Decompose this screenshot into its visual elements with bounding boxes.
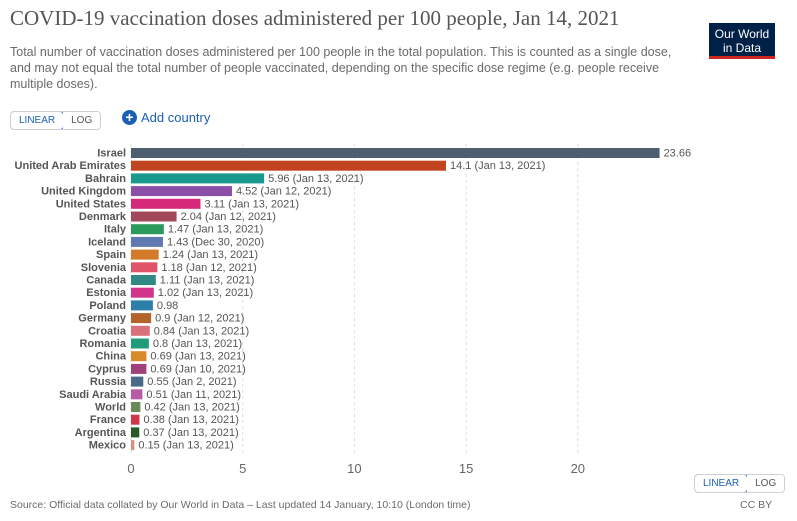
country-label-4: United States xyxy=(56,198,126,210)
value-label-18: 0.55 (Jan 2, 2021) xyxy=(147,376,236,388)
add-country-button[interactable]: + Add country xyxy=(122,110,210,125)
bar-13 xyxy=(131,313,152,324)
log-scale-button-bottom[interactable]: LOG xyxy=(747,475,785,492)
bar-0 xyxy=(131,148,660,158)
value-label-7: 1.43 (Dec 30, 2020) xyxy=(167,236,264,248)
x-tick-label-4: 20 xyxy=(571,461,585,476)
country-label-21: France xyxy=(90,414,126,426)
x-tick-label-3: 15 xyxy=(459,461,473,476)
add-country-label: Add country xyxy=(141,110,211,125)
value-label-17: 0.69 (Jan 10, 2021) xyxy=(150,363,245,375)
value-label-2: 5.96 (Jan 13, 2021) xyxy=(268,173,363,185)
bar-17 xyxy=(131,363,147,374)
chart-title: COVID-19 vaccination doses administered … xyxy=(10,6,620,30)
bar-6 xyxy=(131,224,164,235)
bar-4 xyxy=(131,198,201,209)
country-label-23: Mexico xyxy=(89,440,127,452)
value-label-1: 14.1 (Jan 13, 2021) xyxy=(450,160,545,172)
bar-18 xyxy=(131,376,144,387)
value-label-10: 1.11 (Jan 13, 2021) xyxy=(160,275,255,287)
linear-scale-button[interactable]: LINEAR xyxy=(11,112,65,129)
country-label-18: Russia xyxy=(90,376,127,388)
country-label-7: Iceland xyxy=(88,236,126,248)
bar-11 xyxy=(131,287,154,298)
logo-line-1: Our World xyxy=(714,27,770,41)
plus-circle-icon: + xyxy=(122,110,137,125)
country-label-20: World xyxy=(95,402,126,414)
country-label-10: Canada xyxy=(86,275,127,287)
x-tick-label-0: 0 xyxy=(127,461,134,476)
bar-20 xyxy=(131,402,141,412)
value-label-16: 0.69 (Jan 13, 2021) xyxy=(150,351,245,363)
license-link[interactable]: CC BY xyxy=(740,499,773,511)
country-label-3: United Kingdom xyxy=(41,186,126,198)
country-label-0: Israel xyxy=(97,148,126,160)
value-label-15: 0.8 (Jan 13, 2021) xyxy=(153,338,242,350)
bar-3 xyxy=(131,186,232,197)
country-label-8: Spain xyxy=(96,249,126,261)
chart-frame: COVID-19 vaccination doses administered … xyxy=(10,6,786,511)
value-label-14: 0.84 (Jan 13, 2021) xyxy=(154,325,249,337)
value-label-13: 0.9 (Jan 12, 2021) xyxy=(155,313,244,325)
bar-1 xyxy=(131,160,446,171)
country-label-11: Estonia xyxy=(86,287,127,299)
bar-23 xyxy=(131,440,135,451)
value-label-0: 23.66 xyxy=(664,148,692,160)
country-label-1: United Arab Emirates xyxy=(15,160,126,172)
value-label-4: 3.11 (Jan 13, 2021) xyxy=(204,198,299,210)
country-label-6: Italy xyxy=(104,224,127,236)
chart-subtitle: Total number of vaccination doses admini… xyxy=(10,45,672,91)
country-label-16: China xyxy=(95,351,126,363)
country-label-12: Poland xyxy=(89,300,126,312)
bar-15 xyxy=(131,338,149,349)
bar-9 xyxy=(131,262,158,273)
log-scale-button[interactable]: LOG xyxy=(63,112,101,129)
scale-toggle-top: LINEAR LOG xyxy=(10,111,102,130)
bar-12 xyxy=(131,300,153,311)
source-note: Source: Official data collated by Our Wo… xyxy=(10,499,471,511)
country-label-2: Bahrain xyxy=(85,173,126,185)
country-label-14: Croatia xyxy=(88,325,127,337)
value-label-8: 1.24 (Jan 13, 2021) xyxy=(163,249,258,261)
country-label-5: Denmark xyxy=(79,211,127,223)
x-tick-label-2: 10 xyxy=(347,461,361,476)
value-label-19: 0.51 (Jan 11, 2021) xyxy=(146,389,241,401)
country-label-13: Germany xyxy=(78,313,127,325)
value-label-11: 1.02 (Jan 13, 2021) xyxy=(158,287,253,299)
bar-7 xyxy=(131,236,163,247)
bar-21 xyxy=(131,414,140,425)
country-label-22: Argentina xyxy=(75,427,127,439)
value-label-12: 0.98 xyxy=(157,300,178,312)
value-label-23: 0.15 (Jan 13, 2021) xyxy=(138,440,233,452)
value-label-9: 1.18 (Jan 12, 2021) xyxy=(161,262,256,274)
owid-logo[interactable]: Our World in Data xyxy=(709,23,775,59)
bar-16 xyxy=(131,351,147,362)
bar-chart: 0 5 10 15 20 Israel 23.66 United Arab Emirates 1… xyxy=(15,144,692,476)
logo-line-2: in Data xyxy=(722,41,762,55)
bar-2 xyxy=(131,173,265,184)
x-tick-label-1: 5 xyxy=(239,461,246,476)
bar-8 xyxy=(131,249,159,260)
value-label-6: 1.47 (Jan 13, 2021) xyxy=(168,224,263,236)
country-label-15: Romania xyxy=(80,338,127,350)
country-label-19: Saudi Arabia xyxy=(59,389,127,401)
value-label-21: 0.38 (Jan 13, 2021) xyxy=(143,414,238,426)
bar-14 xyxy=(131,325,150,336)
bar-19 xyxy=(131,389,143,400)
value-label-3: 4.52 (Jan 12, 2021) xyxy=(236,186,331,198)
scale-toggle-bottom: LINEAR LOG xyxy=(694,474,786,493)
bar-22 xyxy=(131,427,140,438)
bar-10 xyxy=(131,275,156,285)
country-label-9: Slovenia xyxy=(81,262,127,274)
country-label-17: Cyprus xyxy=(88,363,126,375)
linear-scale-button-bottom[interactable]: LINEAR xyxy=(695,475,749,492)
value-label-22: 0.37 (Jan 13, 2021) xyxy=(143,427,238,439)
bar-5 xyxy=(131,211,177,222)
value-label-5: 2.04 (Jan 12, 2021) xyxy=(181,211,276,223)
value-label-20: 0.42 (Jan 13, 2021) xyxy=(144,402,239,414)
